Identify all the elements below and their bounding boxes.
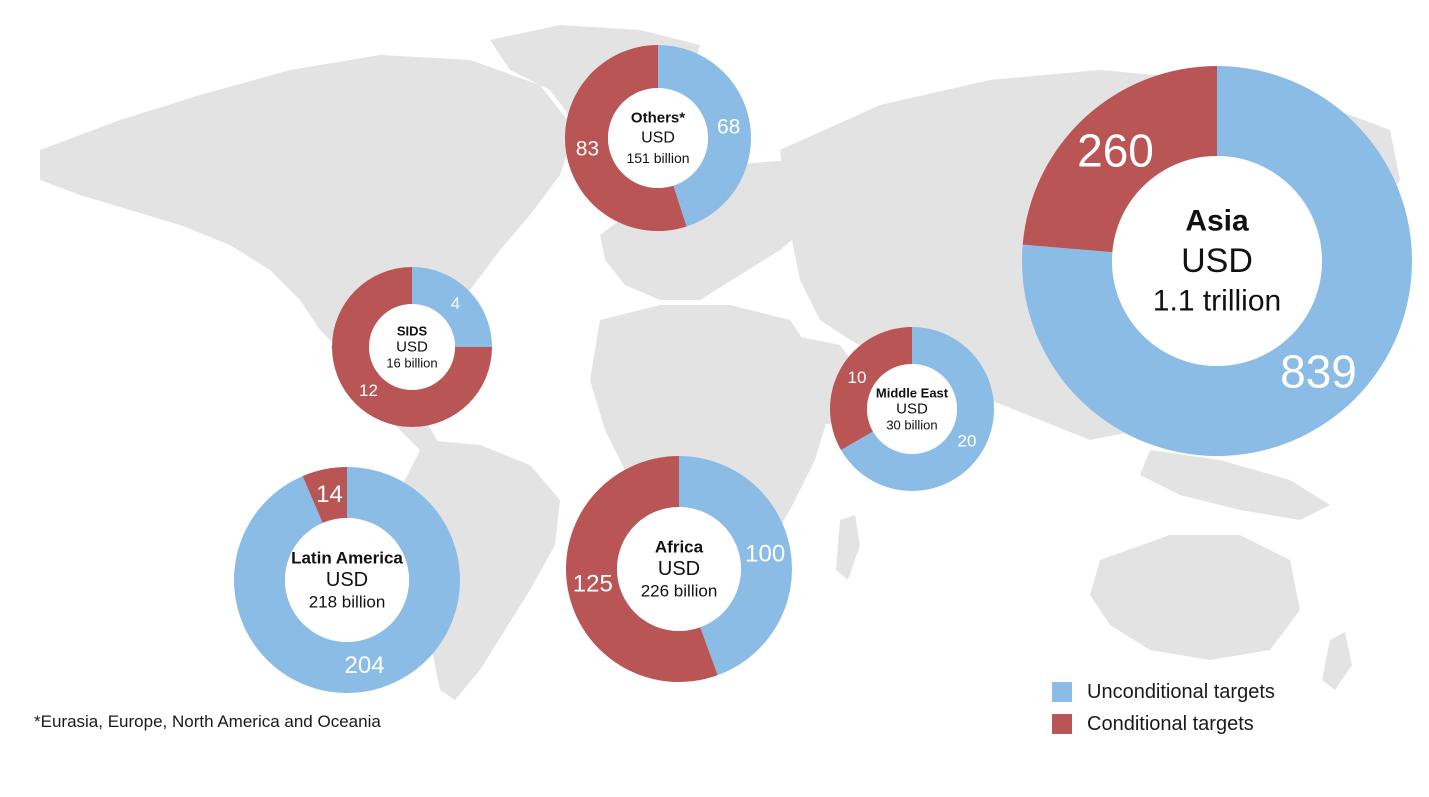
value-label-unconditional-middle-east: 20 bbox=[958, 431, 977, 450]
donut-hole-latin-america bbox=[285, 518, 409, 642]
slice-conditional-africa bbox=[565, 456, 718, 682]
value-label-unconditional-sids: 4 bbox=[451, 294, 460, 313]
value-label-conditional-middle-east: 10 bbox=[848, 368, 867, 387]
total-label-asia: 1.1 trillion bbox=[1153, 285, 1281, 318]
total-label-middle-east: 30 billion bbox=[886, 418, 937, 433]
donut-hole-others bbox=[608, 88, 708, 188]
value-label-conditional-asia: 260 bbox=[1077, 125, 1154, 177]
value-label-conditional-others: 83 bbox=[576, 138, 599, 161]
legend-swatch-unconditional bbox=[1052, 682, 1072, 702]
slice-unconditional-asia bbox=[1022, 66, 1412, 457]
currency-label-others: USD bbox=[641, 130, 675, 147]
slice-conditional-asia bbox=[1022, 66, 1217, 253]
footnote: *Eurasia, Europe, North America and Ocea… bbox=[34, 712, 381, 731]
legend-item-conditional: Conditional targets bbox=[1052, 708, 1275, 740]
currency-label-africa: USD bbox=[658, 558, 700, 580]
total-label-others: 151 billion bbox=[626, 150, 689, 166]
donut-hole-africa bbox=[617, 507, 741, 631]
slice-conditional-sids bbox=[332, 267, 492, 427]
land-north-america bbox=[40, 55, 575, 360]
total-label-latin-america: 218 billion bbox=[309, 593, 386, 612]
legend-label-conditional: Conditional targets bbox=[1087, 712, 1254, 735]
donut-hole-sids bbox=[369, 304, 455, 390]
region-label-asia: Asia bbox=[1185, 205, 1249, 238]
value-label-unconditional-asia: 839 bbox=[1280, 345, 1357, 397]
legend: Unconditional targets Conditional target… bbox=[1052, 676, 1275, 740]
donut-group: 68 83 Others* USD 151 billion 839 260 Asia USD 1.… bbox=[233, 45, 1412, 693]
slice-unconditional-sids bbox=[412, 267, 492, 347]
currency-label-asia: USD bbox=[1181, 242, 1253, 280]
donut-hole-asia bbox=[1112, 156, 1322, 366]
land-europe bbox=[600, 160, 820, 300]
region-label-others: Others* bbox=[631, 110, 685, 127]
slice-unconditional-africa bbox=[679, 456, 792, 676]
land-new-zealand bbox=[1322, 632, 1352, 690]
slice-conditional-latin-america bbox=[302, 467, 347, 523]
donut-asia: 839 260 Asia USD 1.1 trillion bbox=[1022, 66, 1412, 457]
currency-label-sids: USD bbox=[396, 339, 428, 356]
land-madagascar bbox=[836, 515, 860, 580]
slice-unconditional-others bbox=[658, 45, 751, 227]
value-label-unconditional-others: 68 bbox=[717, 115, 740, 138]
region-label-sids: SIDS bbox=[397, 324, 428, 339]
region-label-latin-america: Latin America bbox=[291, 549, 403, 568]
legend-item-unconditional: Unconditional targets bbox=[1052, 676, 1275, 708]
slice-unconditional-latin-america bbox=[233, 467, 460, 693]
legend-label-unconditional: Unconditional targets bbox=[1087, 680, 1275, 703]
currency-label-latin-america: USD bbox=[326, 569, 368, 591]
total-label-sids: 16 billion bbox=[386, 356, 437, 371]
donut-hole-middle-east bbox=[867, 364, 957, 454]
slice-unconditional-middle-east bbox=[840, 327, 994, 491]
land-southeast-asia bbox=[1140, 450, 1330, 520]
slice-conditional-middle-east bbox=[830, 327, 912, 450]
region-label-middle-east: Middle East bbox=[876, 386, 949, 401]
currency-label-middle-east: USD bbox=[896, 401, 928, 418]
value-label-conditional-africa: 125 bbox=[573, 571, 613, 598]
donut-others: 68 83 Others* USD 151 billion bbox=[565, 45, 751, 231]
total-label-africa: 226 billion bbox=[641, 582, 718, 601]
value-label-unconditional-africa: 100 bbox=[745, 540, 785, 567]
legend-swatch-conditional bbox=[1052, 714, 1072, 734]
region-label-africa: Africa bbox=[655, 538, 704, 557]
land-australia bbox=[1090, 535, 1300, 660]
slice-conditional-others bbox=[565, 45, 687, 231]
value-label-conditional-sids: 12 bbox=[359, 381, 378, 400]
value-label-conditional-latin-america: 14 bbox=[316, 481, 343, 508]
value-label-unconditional-latin-america: 204 bbox=[345, 652, 385, 679]
